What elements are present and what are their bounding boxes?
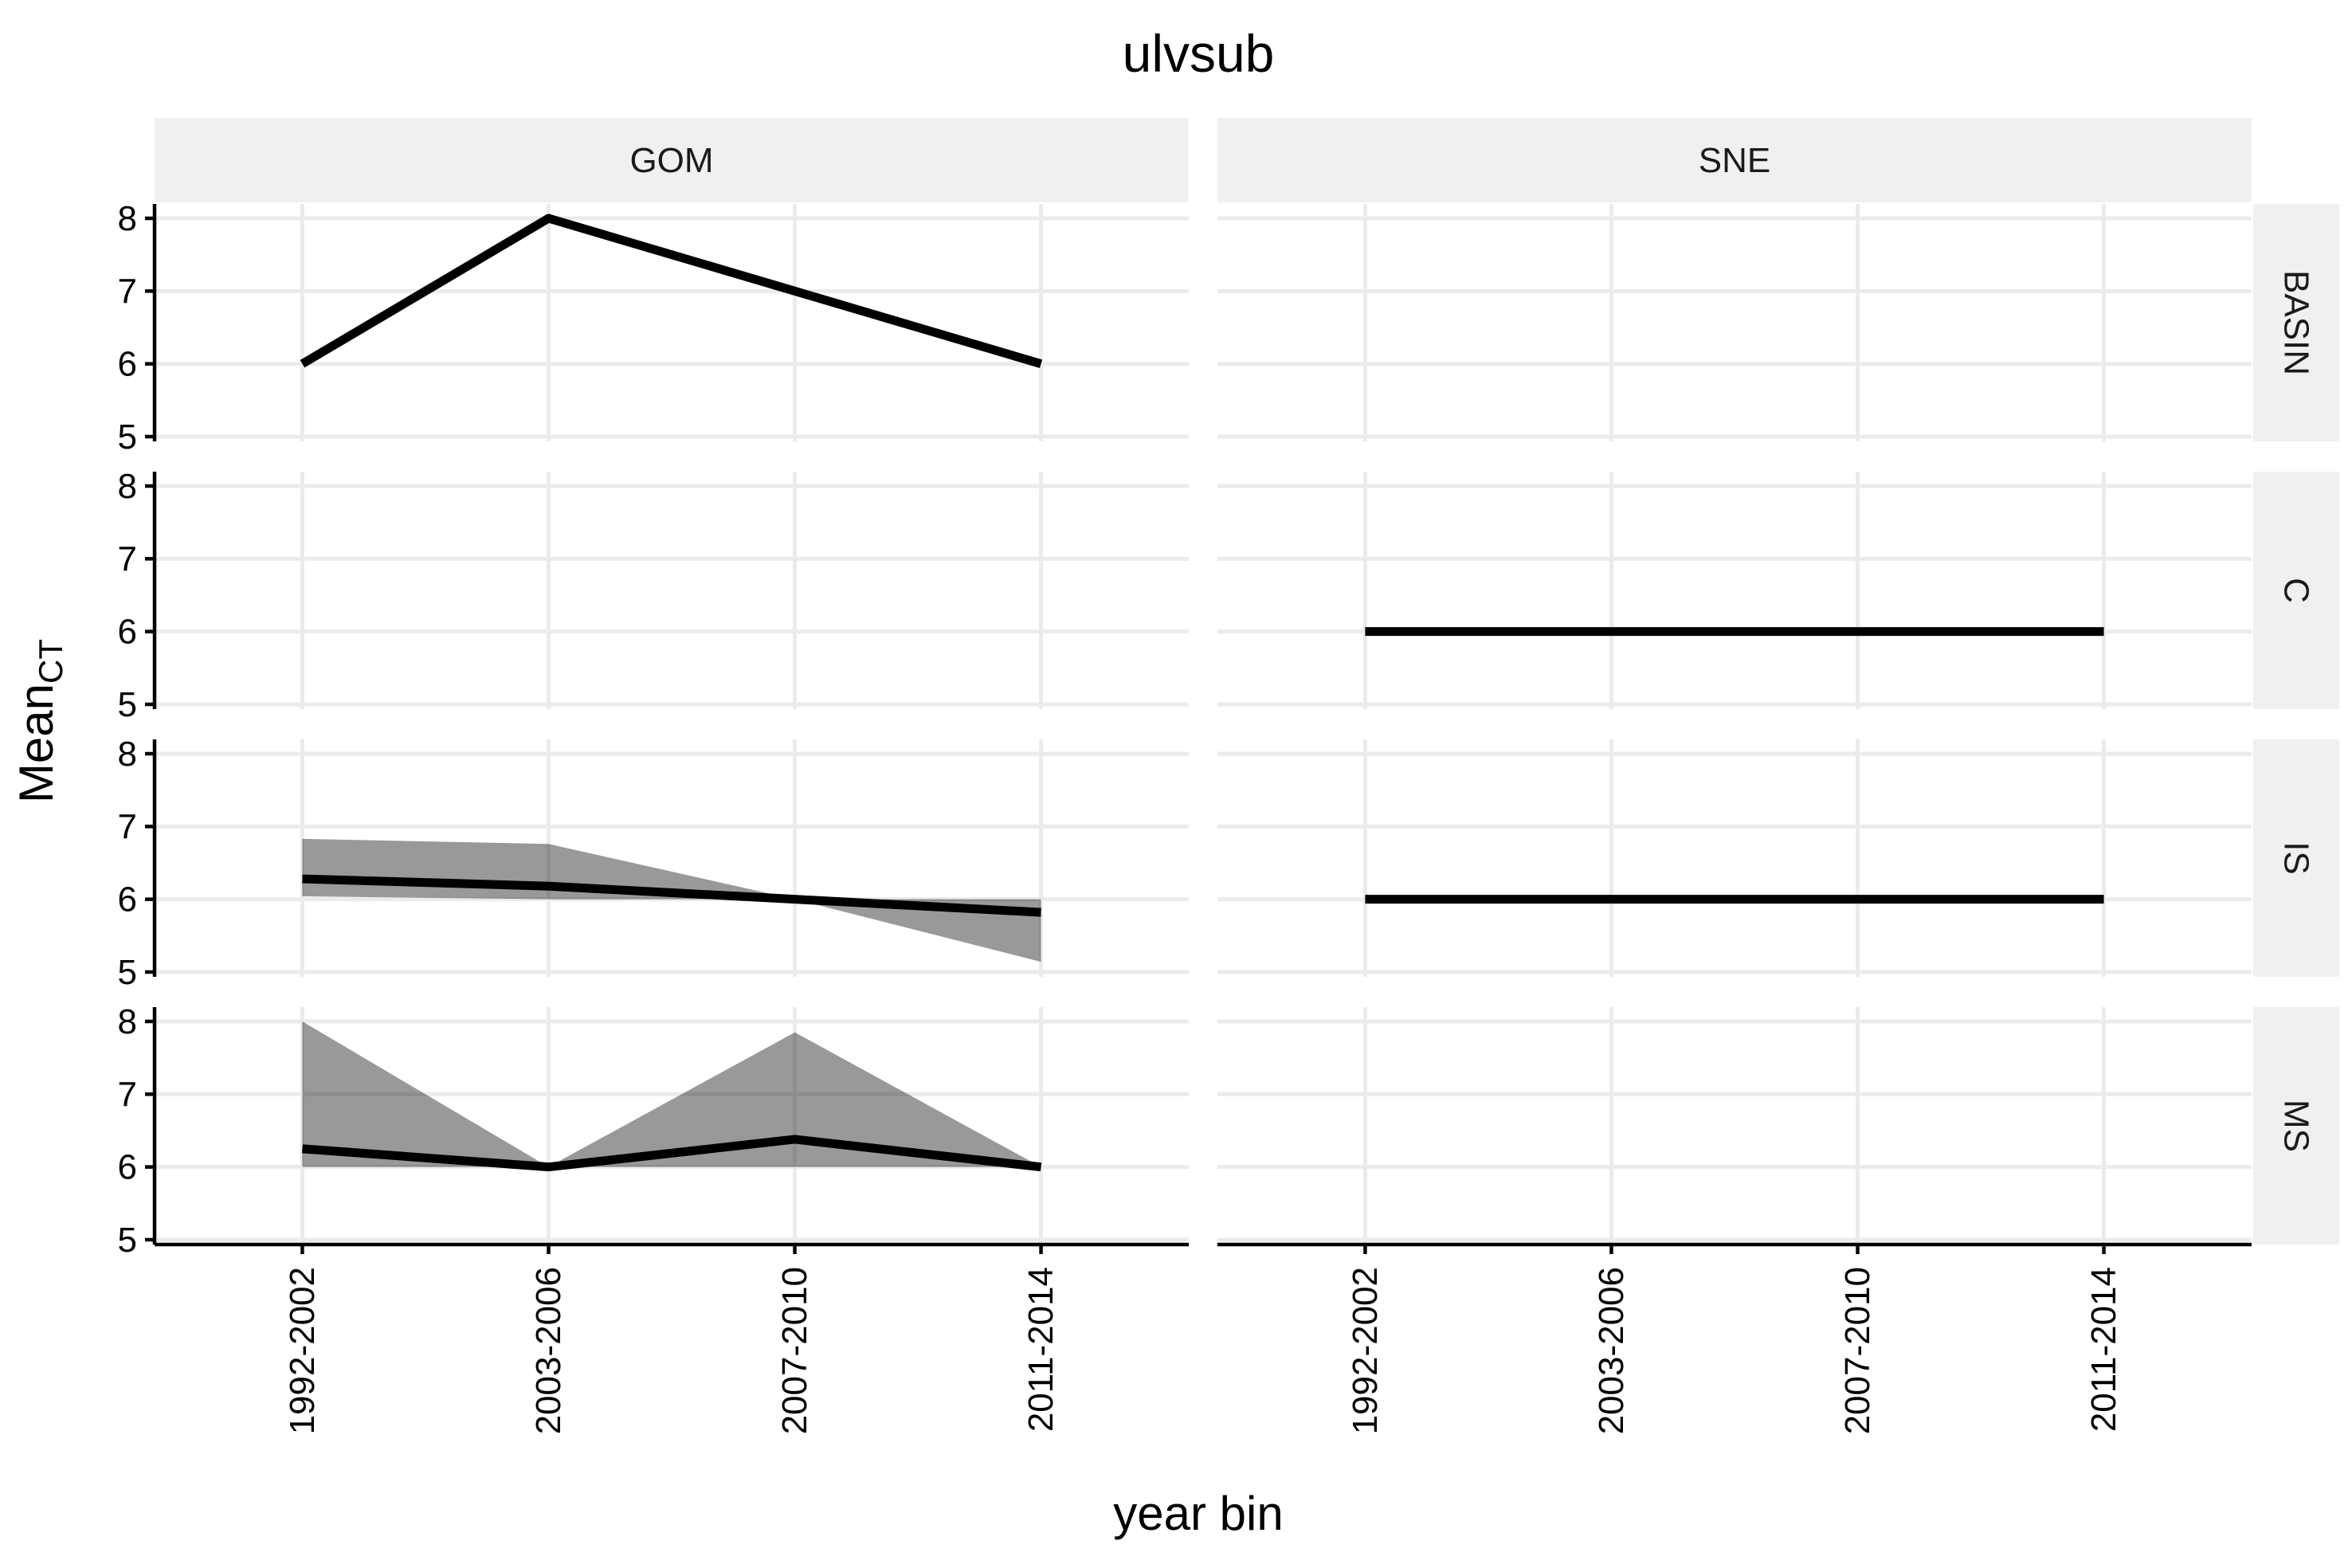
y-tick-label-gom-c-6: 6 <box>118 613 137 652</box>
y-tick-label-gom-ms-7: 7 <box>118 1075 137 1114</box>
panel-gom-ms: 5 6 7 8 1992-2002 2003-2006 2007-2010 2011-2014 <box>118 1002 1189 1434</box>
panel-gom-c: 5 6 7 8 <box>118 467 1189 724</box>
x-tick-label-gom-ms-2003-2006: 2003-2006 <box>529 1267 568 1434</box>
line-gom-ms <box>302 1135 1042 1172</box>
chart-title: ulvsub <box>1123 24 1275 83</box>
y-tick-label-gom-basin-6: 6 <box>118 345 137 384</box>
panel-sne-ms: 1992-2002 2003-2006 2007-2010 2011-2014 <box>1217 1007 2252 1434</box>
strip-label-basin: BASIN <box>2277 270 2316 375</box>
y-tick-label-gom-c-5: 5 <box>118 685 137 724</box>
x-axis-title: year bin <box>1113 1487 1283 1540</box>
ribbon-gom-is <box>302 838 1041 962</box>
y-axis-title: MeanCT <box>10 639 69 803</box>
strip-label-gom: GOM <box>629 141 713 180</box>
ribbon-gom-ms <box>302 1021 1041 1167</box>
y-tick-label-gom-is-8: 8 <box>118 735 137 774</box>
panel-gom-is: 5 6 7 8 <box>118 735 1189 992</box>
strip-c <box>2253 472 2339 709</box>
facet-grid: GOM SNE BASIN C IS MS 5 6 7 8 5 6 7 8 5 6 7 8 5 6 7 8 1992-200… <box>118 118 2339 1434</box>
strip-is <box>2253 739 2339 977</box>
y-tick-label-gom-is-7: 7 <box>118 807 137 846</box>
strip-ms <box>2253 1007 2339 1245</box>
strip-label-is: IS <box>2277 841 2316 875</box>
strip-basin <box>2253 204 2339 441</box>
strip-sne <box>1217 118 2252 202</box>
y-axis-title-main: Mean <box>10 684 63 803</box>
y-tick-label-gom-ms-8: 8 <box>118 1002 137 1041</box>
x-tick-label-gom-ms-2011-2014: 2011-2014 <box>1021 1267 1060 1432</box>
x-tick-label-sne-ms-2003-2006: 2003-2006 <box>1592 1267 1631 1434</box>
y-tick-label-gom-c-8: 8 <box>118 467 137 506</box>
panel-sne-c <box>1217 472 2252 709</box>
y-tick-label-gom-is-6: 6 <box>118 880 137 919</box>
strip-gom <box>155 118 1189 202</box>
y-tick-label-gom-basin-8: 8 <box>118 199 137 238</box>
x-tick-label-sne-ms-2011-2014: 2011-2014 <box>2084 1267 2123 1432</box>
panel-sne-is <box>1217 739 2252 977</box>
y-tick-label-gom-basin-5: 5 <box>118 417 137 457</box>
y-tick-label-gom-basin-7: 7 <box>118 272 137 311</box>
x-tick-label-gom-ms-2007-2010: 2007-2010 <box>775 1267 814 1434</box>
y-axis-title-sub: CT <box>32 639 69 684</box>
strip-label-sne: SNE <box>1699 141 1770 180</box>
y-tick-label-gom-is-5: 5 <box>118 953 137 992</box>
x-tick-label-gom-ms-1992-2002: 1992-2002 <box>283 1267 322 1434</box>
x-tick-label-sne-ms-1992-2002: 1992-2002 <box>1346 1267 1385 1434</box>
strip-label-ms: MS <box>2277 1100 2316 1152</box>
line-gom-is <box>302 874 1041 917</box>
x-tick-label-sne-ms-2007-2010: 2007-2010 <box>1838 1267 1877 1434</box>
strip-label-c: C <box>2277 578 2316 603</box>
line-gom-basin <box>300 214 1043 368</box>
y-tick-label-gom-ms-5: 5 <box>118 1221 137 1260</box>
y-tick-label-gom-ms-6: 6 <box>118 1148 137 1187</box>
panel-sne-basin <box>1217 204 2252 441</box>
panel-gom-basin: 5 6 7 8 <box>118 199 1189 457</box>
y-tick-label-gom-c-7: 7 <box>118 539 137 578</box>
